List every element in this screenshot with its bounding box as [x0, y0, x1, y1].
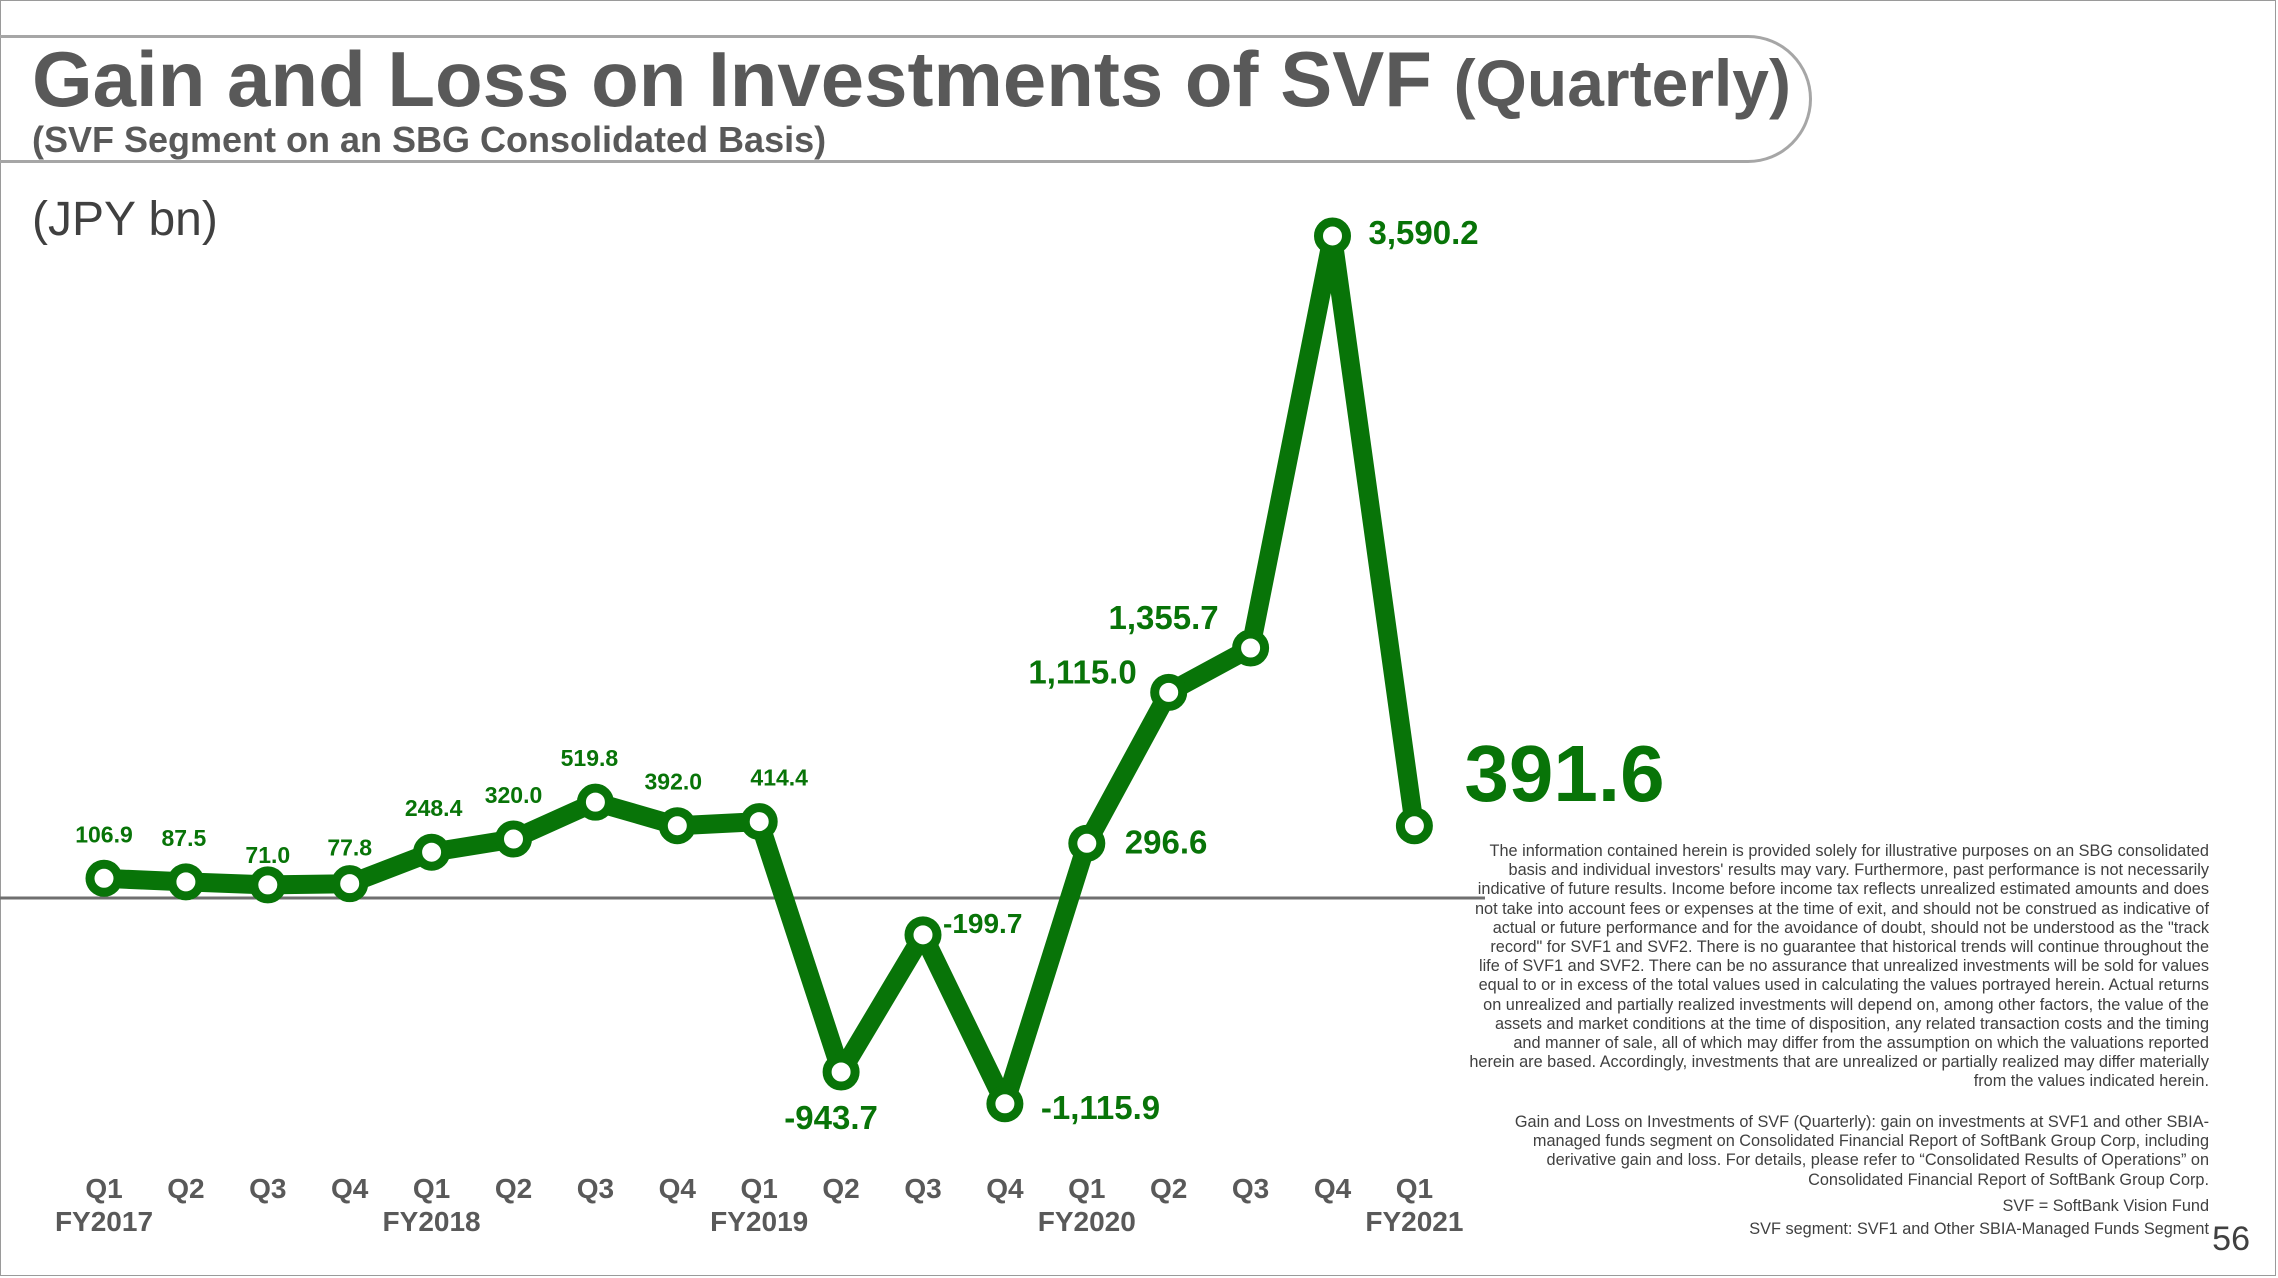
- data-point-6: [495, 820, 532, 858]
- x-tick-label-13: Q1: [1068, 1173, 1105, 1204]
- data-point-4: [331, 865, 369, 903]
- page-title: Gain and Loss on Investments of SVF (Qua…: [32, 40, 1791, 118]
- data-point-15: [1232, 629, 1270, 667]
- title-main: Gain and Loss on Investments of SVF: [32, 35, 1432, 123]
- title-suffix: (Quarterly): [1453, 46, 1791, 120]
- x-tick-label-12: Q4: [986, 1173, 1024, 1204]
- series-line: [94, 226, 1424, 1114]
- x-tick-label-15: Q3: [1232, 1173, 1269, 1204]
- data-label-16: 3,590.2: [1369, 214, 1479, 251]
- x-tick-label-3: Q3: [249, 1173, 286, 1204]
- data-point-17: [1395, 807, 1433, 845]
- fiscal-year-label-3: FY2019: [710, 1206, 808, 1237]
- x-tick-label-8: Q4: [659, 1173, 697, 1204]
- data-label-6: 320.0: [485, 782, 543, 808]
- fiscal-year-label-4: FY2020: [1038, 1206, 1136, 1237]
- data-label-1: 106.9: [75, 821, 133, 847]
- data-point-14: [1150, 673, 1188, 711]
- title-box: [0, 35, 1812, 163]
- x-tick-label-2: Q2: [167, 1173, 204, 1204]
- data-label-2: 87.5: [162, 825, 207, 851]
- data-point-3: [249, 866, 287, 904]
- fiscal-year-label-2: FY2018: [383, 1206, 481, 1237]
- page-subtitle: (SVF Segment on an SBG Consolidated Basi…: [32, 119, 827, 160]
- fiscal-year-label-1: FY2017: [55, 1206, 153, 1237]
- data-point-9: [740, 803, 778, 841]
- segment-note: SVF segment: SVF1 and Other SBIA-Managed…: [1749, 1220, 2209, 1238]
- data-label-17: 391.6: [1464, 729, 1664, 818]
- x-tick-label-1: Q1: [85, 1173, 122, 1204]
- data-label-15: 1,355.7: [1108, 599, 1218, 636]
- x-tick-label-7: Q3: [577, 1173, 614, 1204]
- x-tick-label-11: Q3: [904, 1173, 941, 1204]
- x-tick-label-16: Q4: [1314, 1173, 1352, 1204]
- data-point-1: [85, 859, 123, 897]
- data-point-5: [413, 833, 451, 871]
- data-point-11: [904, 916, 942, 954]
- data-label-13: 296.6: [1125, 823, 1208, 860]
- data-label-8: 392.0: [645, 769, 703, 795]
- x-tick-label-14: Q2: [1150, 1173, 1187, 1204]
- data-point-13: [1068, 824, 1106, 862]
- x-tick-label-9: Q1: [741, 1173, 778, 1204]
- definition-text: Gain and Loss on Investments of SVF (Qua…: [1514, 1113, 2209, 1189]
- data-label-10: -943.7: [784, 1099, 878, 1136]
- data-label-9: 414.4: [750, 765, 808, 791]
- disclaimer-text: The information contained herein is prov…: [1469, 842, 2209, 1091]
- data-label-11: -199.7: [943, 908, 1022, 939]
- data-label-4: 77.8: [327, 835, 372, 861]
- x-tick-label-10: Q2: [822, 1173, 859, 1204]
- data-label-14: 1,115.0: [1028, 653, 1136, 690]
- x-tick-label-17: Q1: [1396, 1173, 1433, 1204]
- svf-abbreviation-note: SVF = SoftBank Vision Fund: [2002, 1197, 2210, 1215]
- data-label-12: -1,115.9: [1041, 1089, 1160, 1126]
- data-point-7: [576, 783, 614, 821]
- x-tick-label-4: Q4: [331, 1173, 369, 1204]
- page-number: 56: [2212, 1220, 2250, 1258]
- data-point-12: [986, 1085, 1024, 1123]
- unit-label: (JPY bn): [32, 193, 218, 246]
- x-tick-label-6: Q2: [495, 1173, 532, 1204]
- data-point-2: [167, 863, 205, 901]
- data-point-8: [658, 807, 696, 845]
- data-point-16: [1314, 217, 1351, 255]
- data-point-10: [822, 1053, 860, 1091]
- data-label-5: 248.4: [405, 795, 463, 821]
- fiscal-year-label-5: FY2021: [1365, 1206, 1463, 1237]
- data-label-3: 71.0: [245, 842, 290, 868]
- data-label-7: 519.8: [561, 745, 619, 771]
- x-tick-label-5: Q1: [413, 1173, 450, 1204]
